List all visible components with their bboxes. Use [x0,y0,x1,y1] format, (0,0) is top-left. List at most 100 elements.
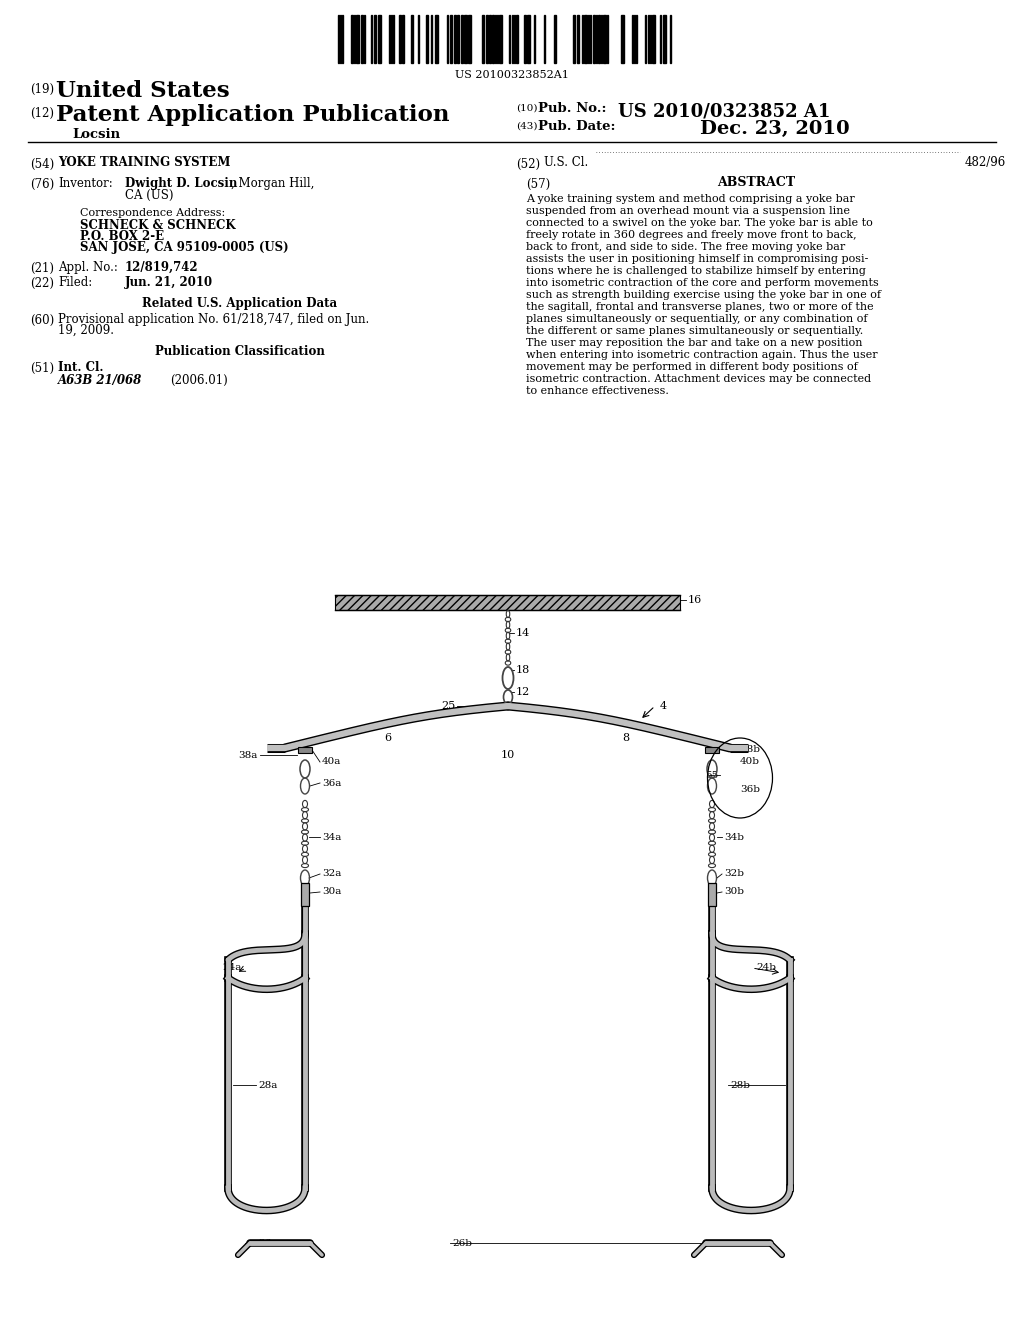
Text: 32a: 32a [322,870,341,879]
Text: Int. Cl.: Int. Cl. [58,360,103,374]
Text: 30b: 30b [724,887,744,896]
Text: Related U.S. Application Data: Related U.S. Application Data [142,297,338,310]
Text: 6: 6 [384,733,391,743]
Bar [524,15,526,63]
Text: 24b: 24b [756,964,776,973]
Text: SAN JOSE, CA 95109-0005 (US): SAN JOSE, CA 95109-0005 (US) [80,242,289,253]
Bar [499,15,502,63]
Text: CA (US): CA (US) [125,189,173,202]
Text: (43): (43) [516,121,538,131]
Text: Inventor:: Inventor: [58,177,113,190]
Bar [378,15,381,63]
Text: to enhance effectiveness.: to enhance effectiveness. [526,385,669,396]
Bar [450,15,452,63]
Bar [426,15,428,63]
Text: (2006.01): (2006.01) [170,374,227,387]
Text: 16: 16 [688,595,702,605]
Bar [464,15,467,63]
Text: 34b: 34b [724,833,744,842]
Bar [516,15,518,63]
Bar [335,595,680,610]
Text: 26b: 26b [452,1238,472,1247]
Bar [705,747,719,752]
Text: planes simultaneously or sequentially, or any combination of: planes simultaneously or sequentially, o… [526,314,867,323]
Text: Correspondence Address:: Correspondence Address: [80,209,225,218]
Bar [356,15,359,63]
Text: Pub. No.:: Pub. No.: [538,102,606,115]
Text: (19): (19) [30,83,54,96]
Text: 36a: 36a [322,779,341,788]
Bar [435,15,438,63]
Text: 38a: 38a [239,751,258,759]
Text: movement may be performed in different body positions of: movement may be performed in different b… [526,362,858,372]
Text: US 2010/0323852 A1: US 2010/0323852 A1 [618,102,830,120]
Text: Locsin: Locsin [72,128,120,141]
Text: Dwight D. Locsin: Dwight D. Locsin [125,177,238,190]
Text: suspended from an overhead mount via a suspension line: suspended from an overhead mount via a s… [526,206,850,216]
Text: 40b: 40b [740,758,760,767]
Text: (12): (12) [30,107,54,120]
Text: 40a: 40a [322,758,341,767]
Text: 28a: 28a [258,1081,278,1089]
Text: Appl. No.:: Appl. No.: [58,261,118,275]
Text: 12: 12 [516,686,530,697]
Text: U.S. Cl.: U.S. Cl. [544,156,588,169]
Text: United States: United States [56,81,229,102]
Text: P.O. BOX 2-E: P.O. BOX 2-E [80,230,164,243]
Text: such as strength building exercise using the yoke bar in one of: such as strength building exercise using… [526,290,881,300]
Text: 32b: 32b [724,870,744,879]
Bar [374,15,376,63]
Bar [708,883,716,906]
Bar [461,15,463,63]
Bar [489,15,490,63]
Bar [554,15,556,63]
Text: 4: 4 [660,701,667,711]
Text: tions where he is challenged to stabilize himself by entering: tions where he is challenged to stabiliz… [526,267,866,276]
Bar [454,15,456,63]
Text: YOKE TRAINING SYSTEM: YOKE TRAINING SYSTEM [58,156,230,169]
Text: The user may reposition the bar and take on a new position: The user may reposition the bar and take… [526,338,862,348]
Bar [402,15,404,63]
Text: 19, 2009.: 19, 2009. [58,323,114,337]
Text: 55: 55 [705,771,718,780]
Bar [577,15,579,63]
Bar [652,15,655,63]
Text: 8: 8 [623,733,630,743]
Text: Dec. 23, 2010: Dec. 23, 2010 [700,120,850,139]
Text: Pub. Date:: Pub. Date: [538,120,615,133]
Bar [361,15,362,63]
Text: US 20100323852A1: US 20100323852A1 [455,70,569,81]
Text: 26a: 26a [258,1238,278,1247]
Text: (51): (51) [30,362,54,375]
Text: SCHNECK & SCHNECK: SCHNECK & SCHNECK [80,219,236,232]
Text: ABSTRACT: ABSTRACT [717,176,795,189]
Text: 30a: 30a [322,887,341,896]
Text: connected to a swivel on the yoke bar. The yoke bar is able to: connected to a swivel on the yoke bar. T… [526,218,872,228]
Text: (60): (60) [30,314,54,327]
Bar [663,15,666,63]
Text: 24a: 24a [222,964,242,973]
Text: (57): (57) [526,178,550,191]
Text: (10): (10) [516,104,538,114]
Text: , Morgan Hill,: , Morgan Hill, [231,177,314,190]
Text: 10: 10 [501,750,515,760]
Text: A yoke training system and method comprising a yoke bar: A yoke training system and method compri… [526,194,855,205]
Bar [573,15,575,63]
Bar [399,15,401,63]
Text: 14: 14 [516,628,530,638]
Text: 12/819,742: 12/819,742 [125,261,199,275]
Text: Filed:: Filed: [58,276,92,289]
Text: Provisional application No. 61/218,747, filed on Jun.: Provisional application No. 61/218,747, … [58,313,370,326]
Text: A63B 21/068: A63B 21/068 [58,374,142,387]
Text: 25: 25 [440,701,455,711]
Bar [621,15,624,63]
Bar [411,15,413,63]
Bar [457,15,459,63]
Text: (76): (76) [30,178,54,191]
Text: (52): (52) [516,158,540,172]
Text: (54): (54) [30,158,54,172]
Text: (21): (21) [30,261,54,275]
Text: 38b: 38b [740,746,760,755]
Text: 36b: 36b [740,785,760,795]
Bar [527,15,530,63]
